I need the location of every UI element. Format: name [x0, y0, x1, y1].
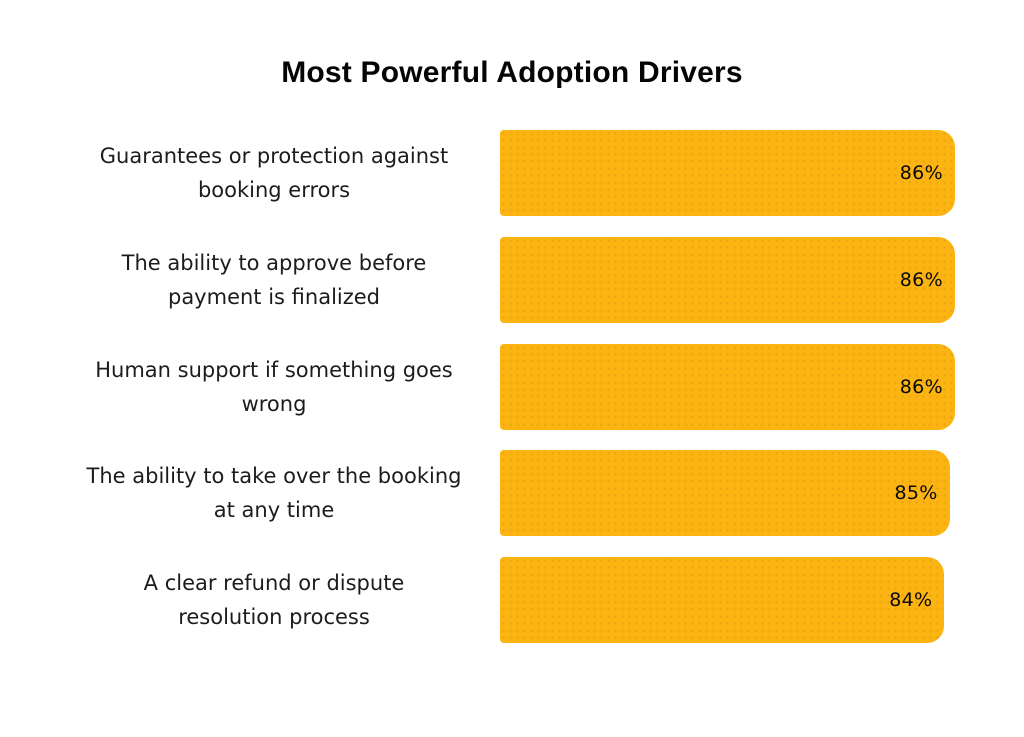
bar: 86% [500, 236, 955, 323]
bar-row: The ability to approve before payment is… [0, 236, 1024, 323]
bar-row: Guarantees or protection against booking… [0, 130, 1024, 216]
category-label-line: booking errors [197, 178, 351, 202]
bar-value-label: 86% [899, 375, 943, 398]
category-label: The ability to take over the booking at … [0, 459, 500, 527]
category-label: The ability to approve before payment is… [0, 246, 500, 314]
category-label-line: Guarantees or protection against [99, 144, 449, 168]
chart-title: Most Powerful Adoption Drivers [281, 56, 743, 89]
bar: 86% [500, 130, 955, 216]
bar: 84% [500, 557, 945, 644]
category-label-line: The ability to approve before [121, 250, 427, 275]
bar-value-label: 84% [889, 589, 933, 612]
category-label: Guarantees or protection against booking… [0, 139, 500, 207]
bar: 85% [500, 450, 950, 537]
bar-track: 84% [500, 557, 1024, 644]
bar-track: 86% [500, 130, 1024, 216]
bar-value-label: 86% [899, 268, 943, 291]
bar-track: 86% [500, 343, 1024, 430]
category-label-line: A clear refund or dispute [143, 571, 405, 596]
bar-track: 85% [500, 450, 1024, 537]
bar-row: Human support if something goes wrong 86… [0, 343, 1024, 430]
category-label: A clear refund or dispute resolution pro… [0, 566, 500, 634]
bar-row: The ability to take over the booking at … [0, 450, 1024, 537]
category-label-line: wrong [241, 391, 307, 416]
bar-track: 86% [500, 236, 1024, 323]
category-label-line: The ability to take over the booking [86, 464, 462, 489]
bar-chart: Guarantees or protection against booking… [0, 130, 1024, 644]
bar: 86% [500, 343, 955, 430]
category-label-line: payment is finalized [167, 284, 381, 309]
category-label-line: resolution process [178, 605, 370, 630]
bar-value-label: 86% [899, 162, 943, 184]
category-label-line: at any time [213, 498, 335, 523]
category-label-line: Human support if something goes [95, 357, 453, 382]
bar-row: A clear refund or dispute resolution pro… [0, 557, 1024, 644]
category-label: Human support if something goes wrong [0, 353, 500, 421]
bar-value-label: 85% [894, 482, 938, 505]
